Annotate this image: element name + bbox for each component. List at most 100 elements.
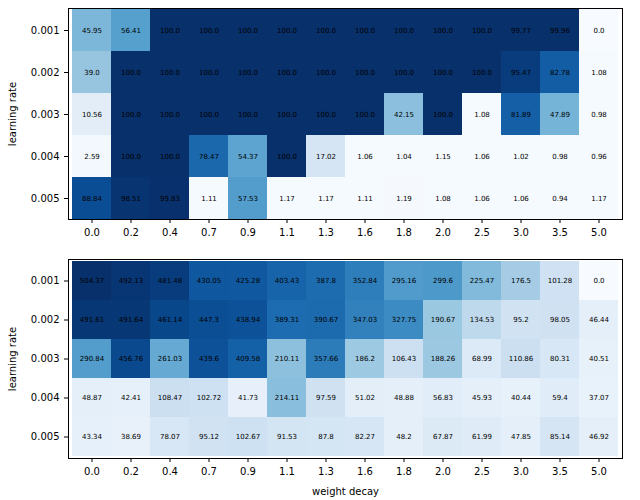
svg-text:5.0: 5.0: [591, 466, 607, 477]
svg-text:0.7: 0.7: [201, 466, 217, 477]
svg-text:5.0: 5.0: [591, 227, 607, 238]
svg-text:42.15: 42.15: [394, 111, 414, 119]
svg-text:100.0: 100.0: [277, 111, 297, 119]
svg-text:0.003: 0.003: [31, 353, 60, 364]
svg-text:100.0: 100.0: [433, 69, 453, 77]
svg-text:176.5: 176.5: [511, 277, 531, 285]
svg-text:87.8: 87.8: [318, 433, 334, 441]
svg-text:1.3: 1.3: [318, 466, 334, 477]
svg-text:39.0: 39.0: [84, 69, 100, 77]
svg-text:97.59: 97.59: [316, 394, 336, 402]
svg-text:1.8: 1.8: [396, 466, 412, 477]
svg-text:0.96: 0.96: [591, 153, 607, 161]
svg-text:327.75: 327.75: [392, 316, 417, 324]
svg-text:439.6: 439.6: [199, 355, 220, 363]
svg-text:3.5: 3.5: [552, 466, 568, 477]
svg-text:102.72: 102.72: [197, 394, 222, 402]
svg-text:1.15: 1.15: [435, 153, 451, 161]
svg-text:101.28: 101.28: [548, 277, 573, 285]
svg-text:99.83: 99.83: [160, 195, 180, 203]
svg-text:100.0: 100.0: [160, 111, 180, 119]
svg-text:0.0: 0.0: [593, 277, 604, 285]
svg-text:1.06: 1.06: [474, 195, 490, 203]
svg-text:390.67: 390.67: [314, 316, 339, 324]
svg-text:190.67: 190.67: [431, 316, 456, 324]
svg-text:99.96: 99.96: [550, 27, 571, 35]
svg-text:225.47: 225.47: [470, 277, 495, 285]
svg-text:1.17: 1.17: [279, 195, 295, 203]
svg-text:0.002: 0.002: [31, 67, 60, 78]
svg-text:80.31: 80.31: [550, 355, 570, 363]
svg-text:43.34: 43.34: [82, 433, 103, 441]
svg-text:102.67: 102.67: [236, 433, 261, 441]
svg-text:492.13: 492.13: [119, 277, 144, 285]
svg-text:100.0: 100.0: [277, 153, 297, 161]
svg-text:387.8: 387.8: [316, 277, 336, 285]
svg-text:0.2: 0.2: [123, 466, 139, 477]
svg-text:1.06: 1.06: [513, 195, 529, 203]
svg-text:0.0: 0.0: [84, 466, 100, 477]
svg-text:0.9: 0.9: [240, 227, 256, 238]
svg-text:56.83: 56.83: [433, 394, 453, 402]
svg-text:46.92: 46.92: [589, 433, 609, 441]
svg-text:0.001: 0.001: [31, 25, 60, 36]
svg-text:100.0: 100.0: [160, 69, 180, 77]
svg-text:0.005: 0.005: [31, 193, 60, 204]
svg-text:45.93: 45.93: [472, 394, 492, 402]
svg-text:0.002: 0.002: [31, 314, 60, 325]
svg-text:100.0: 100.0: [316, 69, 336, 77]
svg-text:98.51: 98.51: [121, 195, 141, 203]
svg-text:48.87: 48.87: [82, 394, 102, 402]
svg-text:100.0: 100.0: [433, 27, 453, 35]
svg-text:41.73: 41.73: [238, 394, 258, 402]
svg-text:0.004: 0.004: [31, 151, 60, 162]
svg-text:100.0: 100.0: [277, 27, 297, 35]
svg-text:261.03: 261.03: [158, 355, 183, 363]
svg-text:100.0: 100.0: [199, 69, 219, 77]
svg-text:1.08: 1.08: [474, 111, 490, 119]
svg-text:68.99: 68.99: [472, 355, 492, 363]
svg-text:0.005: 0.005: [31, 431, 60, 442]
svg-text:108.47: 108.47: [158, 394, 183, 402]
svg-text:0.98: 0.98: [591, 111, 607, 119]
svg-text:weight decay: weight decay: [312, 486, 379, 497]
svg-text:47.89: 47.89: [550, 111, 570, 119]
svg-text:17.02: 17.02: [316, 153, 336, 161]
svg-text:100.0: 100.0: [199, 27, 219, 35]
svg-text:347.03: 347.03: [353, 316, 378, 324]
svg-text:1.11: 1.11: [357, 195, 373, 203]
svg-text:2.0: 2.0: [435, 227, 451, 238]
svg-text:1.04: 1.04: [396, 153, 412, 161]
svg-text:45.95: 45.95: [82, 27, 102, 35]
svg-text:100.0: 100.0: [121, 69, 141, 77]
svg-text:100.0: 100.0: [472, 27, 492, 35]
svg-text:88.84: 88.84: [82, 195, 103, 203]
svg-text:learning rate: learning rate: [7, 82, 18, 146]
svg-text:82.27: 82.27: [355, 433, 375, 441]
svg-text:85.14: 85.14: [550, 433, 571, 441]
svg-text:0.4: 0.4: [162, 227, 178, 238]
svg-text:2.5: 2.5: [474, 227, 490, 238]
svg-text:430.05: 430.05: [197, 277, 222, 285]
svg-text:42.41: 42.41: [121, 394, 141, 402]
svg-text:54.37: 54.37: [238, 153, 258, 161]
svg-text:0.0: 0.0: [593, 27, 604, 35]
svg-text:100.0: 100.0: [472, 69, 492, 77]
svg-text:1.17: 1.17: [591, 195, 607, 203]
svg-text:37.07: 37.07: [589, 394, 609, 402]
svg-text:0.9: 0.9: [240, 466, 256, 477]
svg-text:1.8: 1.8: [396, 227, 412, 238]
svg-text:403.43: 403.43: [275, 277, 300, 285]
svg-text:100.0: 100.0: [199, 111, 219, 119]
svg-text:504.37: 504.37: [80, 277, 105, 285]
svg-text:1.17: 1.17: [318, 195, 334, 203]
svg-text:1.19: 1.19: [396, 195, 412, 203]
svg-text:357.66: 357.66: [314, 355, 339, 363]
svg-text:0.003: 0.003: [31, 109, 60, 120]
svg-text:40.44: 40.44: [511, 394, 532, 402]
svg-text:1.6: 1.6: [357, 466, 373, 477]
svg-text:100.0: 100.0: [355, 111, 375, 119]
svg-text:1.06: 1.06: [474, 153, 490, 161]
svg-text:81.89: 81.89: [511, 111, 531, 119]
svg-text:1.3: 1.3: [318, 227, 334, 238]
